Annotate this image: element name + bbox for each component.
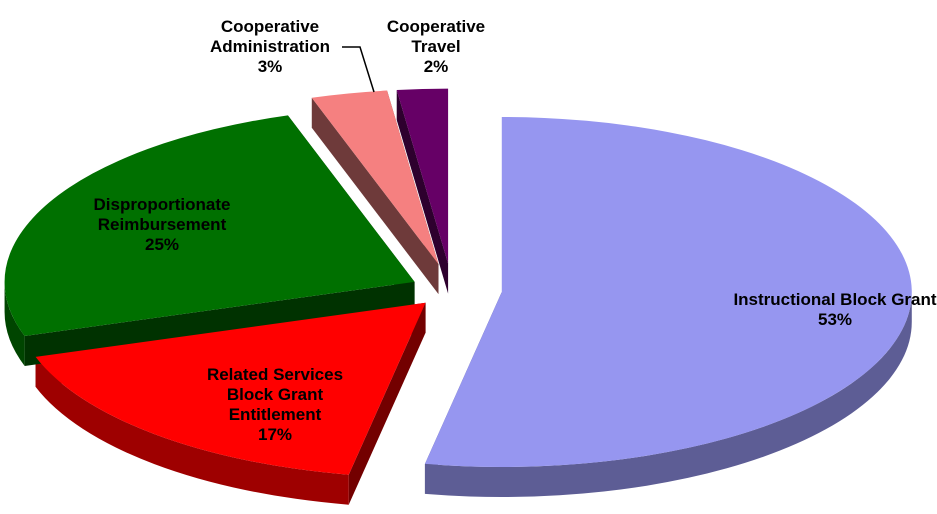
category-label: Cooperative Travel — [386, 17, 486, 56]
slice-edge-wall — [396, 89, 449, 294]
category-label: Cooperative Administration — [210, 17, 330, 56]
slice-label: Instructional Block Grant 53% — [730, 290, 937, 330]
slice — [424, 117, 912, 468]
category-label: Disproportionate Reimbursement — [93, 195, 231, 234]
slice — [396, 88, 449, 264]
value-label: 53% — [817, 310, 853, 329]
slice-edge-wall — [348, 302, 426, 505]
slice-label: Related Services Block Grant Entitlement… — [185, 365, 365, 445]
value-label: 25% — [144, 235, 180, 254]
slice — [4, 115, 415, 336]
slice — [311, 90, 439, 265]
value-label: 3% — [257, 57, 283, 76]
value-label: 17% — [257, 425, 293, 444]
slice-edge-wall — [311, 97, 439, 295]
category-label: Related Services Block Grant Entitlement — [206, 365, 344, 424]
slice-side — [35, 356, 349, 505]
leader-line — [342, 46, 375, 93]
category-label: Instructional Block Grant — [733, 290, 937, 309]
slice-label: Cooperative Travel 2% — [381, 17, 491, 77]
slice-side — [4, 281, 25, 366]
slice — [35, 302, 426, 475]
slice-side — [424, 292, 912, 498]
slice-label: Disproportionate Reimbursement 25% — [67, 195, 257, 255]
value-label: 2% — [423, 57, 449, 76]
slice-label: Cooperative Administration 3% — [195, 17, 345, 77]
tops — [4, 88, 912, 475]
